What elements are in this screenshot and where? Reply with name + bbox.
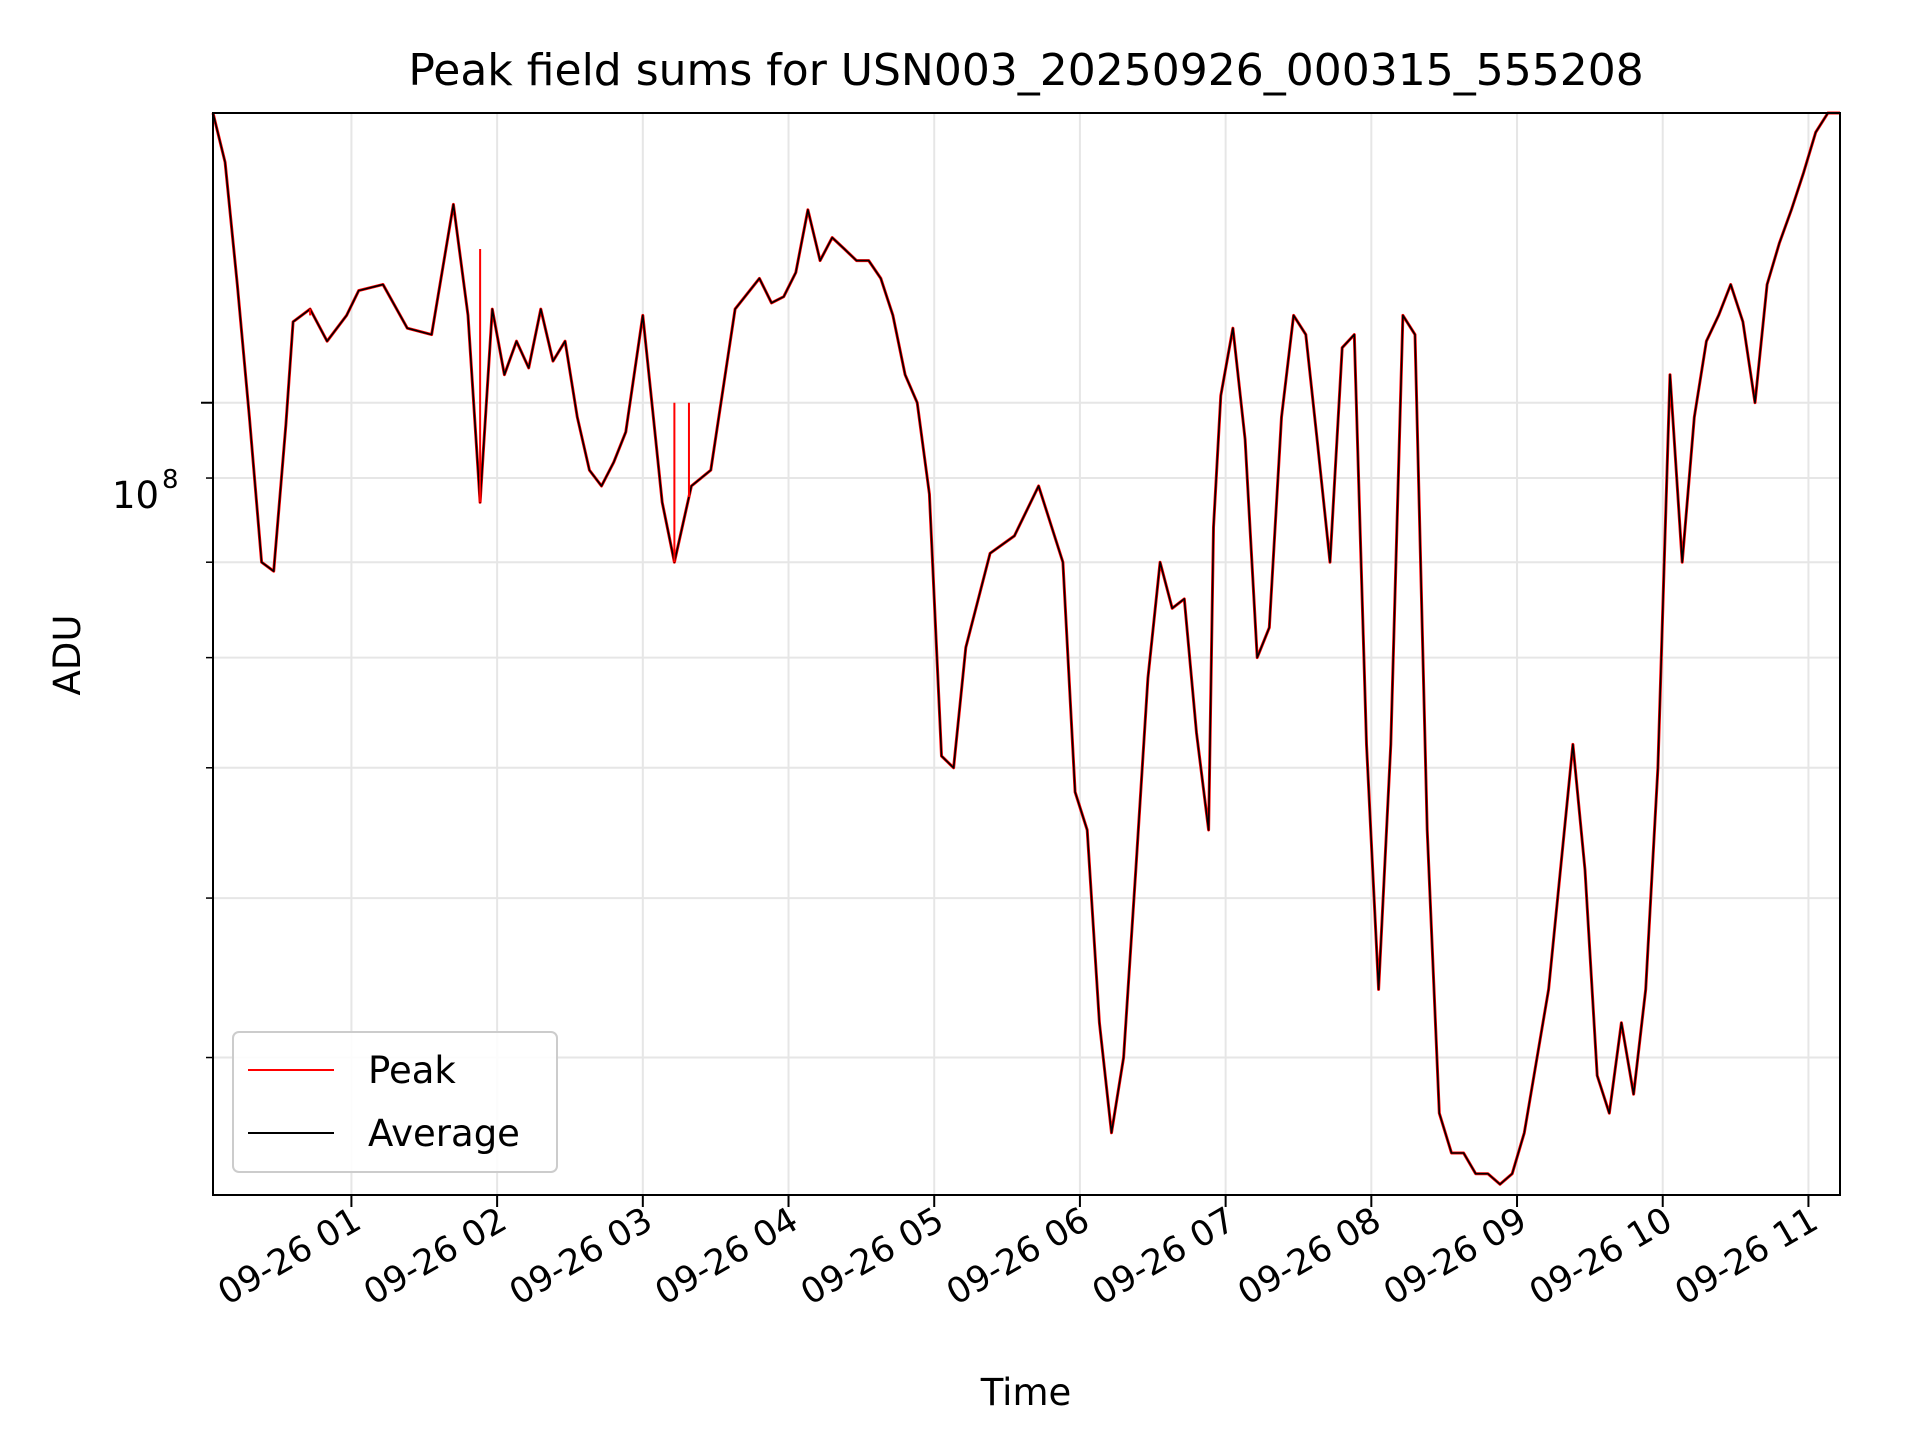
plot-frame — [212, 112, 1841, 1196]
series-average-line — [212, 112, 1840, 1186]
legend-box — [232, 1031, 558, 1173]
y-tick-exponent: 8 — [162, 465, 179, 495]
chart-title: Peak field sums for USN003_20250926_0003… — [408, 45, 1643, 96]
y-axis-ticks — [201, 401, 213, 1059]
legend-peak-label: Peak — [368, 1049, 456, 1092]
y-tick-label: 10 8 — [112, 465, 179, 517]
x-axis-label: Time — [980, 1371, 1072, 1414]
y-tick-base: 10 — [112, 474, 159, 517]
y-axis-label: ADU — [46, 615, 89, 696]
legend-average-label: Average — [368, 1112, 520, 1155]
legend: Peak Average — [232, 1031, 558, 1173]
plot-lines — [211, 111, 1840, 1186]
